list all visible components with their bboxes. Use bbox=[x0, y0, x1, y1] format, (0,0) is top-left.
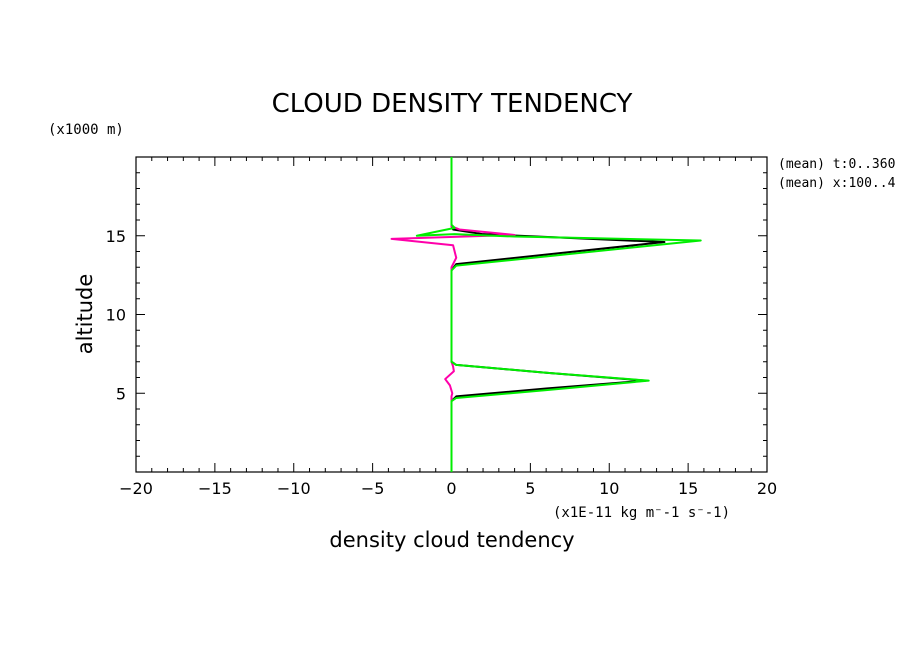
y-tick-label: 15 bbox=[106, 227, 126, 246]
x-axis-label: density cloud tendency bbox=[329, 528, 574, 552]
chart-title: CLOUD DENSITY TENDENCY bbox=[272, 89, 633, 119]
x-tick-label: −5 bbox=[361, 479, 385, 498]
x-tick-labels: −20 −15 −10 −5 0 5 10 15 20 bbox=[119, 479, 777, 498]
series-line-2 bbox=[415, 157, 702, 472]
x-tick-label: 10 bbox=[599, 479, 619, 498]
y-tick-labels: 5 10 15 bbox=[106, 227, 126, 404]
y-axis-label: altitude bbox=[73, 274, 97, 355]
x-tick-label: 0 bbox=[446, 479, 456, 498]
x-tick-label: 5 bbox=[525, 479, 535, 498]
x-tick-label: −15 bbox=[198, 479, 232, 498]
x-units-label: (x1E-11 kg m⁻-1 s⁻-1) bbox=[553, 505, 730, 521]
y-tick-label: 5 bbox=[116, 384, 126, 403]
x-tick-label: 20 bbox=[757, 479, 777, 498]
x-tick-label: −20 bbox=[119, 479, 153, 498]
x-tick-label: −10 bbox=[277, 479, 311, 498]
plot-area bbox=[135, 156, 768, 473]
series-line-0 bbox=[450, 157, 666, 472]
y-units-label: (x1000 m) bbox=[48, 122, 124, 138]
axis-ticks bbox=[135, 156, 768, 473]
annotation-time: (mean) t:0..360 bbox=[778, 157, 895, 172]
y-tick-label: 10 bbox=[106, 306, 126, 325]
annotation-x: (mean) x:100..4 bbox=[778, 176, 896, 191]
x-tick-label: 15 bbox=[678, 479, 698, 498]
series-layer bbox=[390, 157, 702, 472]
series-line-1 bbox=[390, 157, 516, 472]
